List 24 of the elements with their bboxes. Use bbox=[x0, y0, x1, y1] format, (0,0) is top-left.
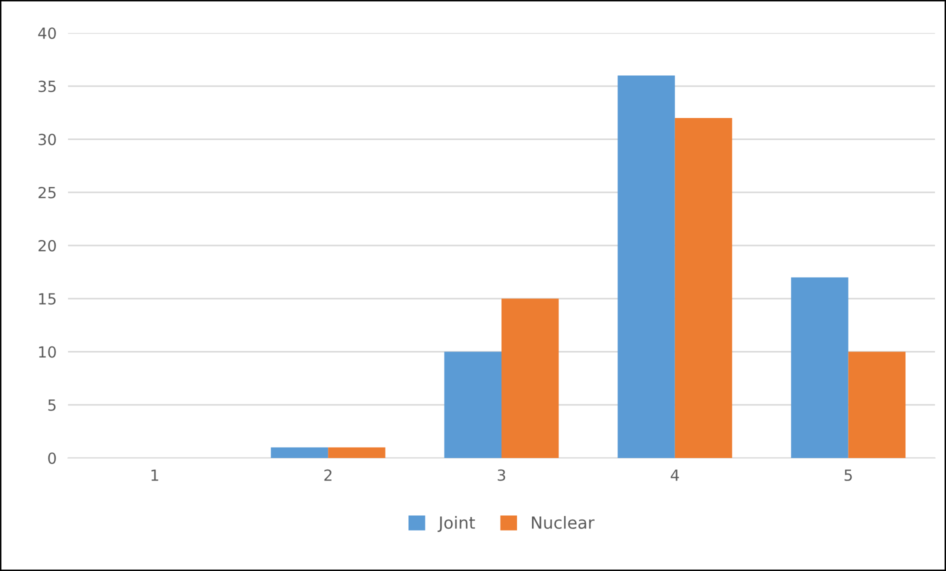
x-tick-label: 5 bbox=[844, 470, 852, 481]
bar bbox=[444, 352, 502, 458]
y-tick-label: 15 bbox=[39, 293, 56, 305]
y-tick-label: 5 bbox=[48, 400, 56, 411]
bar bbox=[848, 352, 906, 458]
y-tick-label: 40 bbox=[38, 27, 56, 40]
y-tick-label: 0 bbox=[48, 452, 56, 464]
legend-label: Nuclear bbox=[532, 516, 594, 529]
bar bbox=[618, 76, 675, 458]
bar bbox=[328, 447, 386, 458]
y-tick-label: 35 bbox=[38, 80, 56, 92]
x-tick-label: 3 bbox=[498, 469, 506, 481]
y-tick-label: 25 bbox=[38, 186, 56, 198]
bar bbox=[791, 277, 848, 458]
bar bbox=[502, 298, 559, 458]
x-tick-label: 1 bbox=[152, 470, 158, 481]
bar bbox=[270, 447, 328, 458]
x-tick-label: 4 bbox=[670, 470, 679, 481]
y-tick-label: 30 bbox=[38, 134, 56, 146]
legend-label: Joint bbox=[438, 516, 475, 532]
x-tick-label: 2 bbox=[324, 469, 332, 481]
y-tick-label: 10 bbox=[39, 346, 56, 358]
bar bbox=[674, 118, 732, 458]
y-tick-label: 20 bbox=[38, 240, 56, 252]
